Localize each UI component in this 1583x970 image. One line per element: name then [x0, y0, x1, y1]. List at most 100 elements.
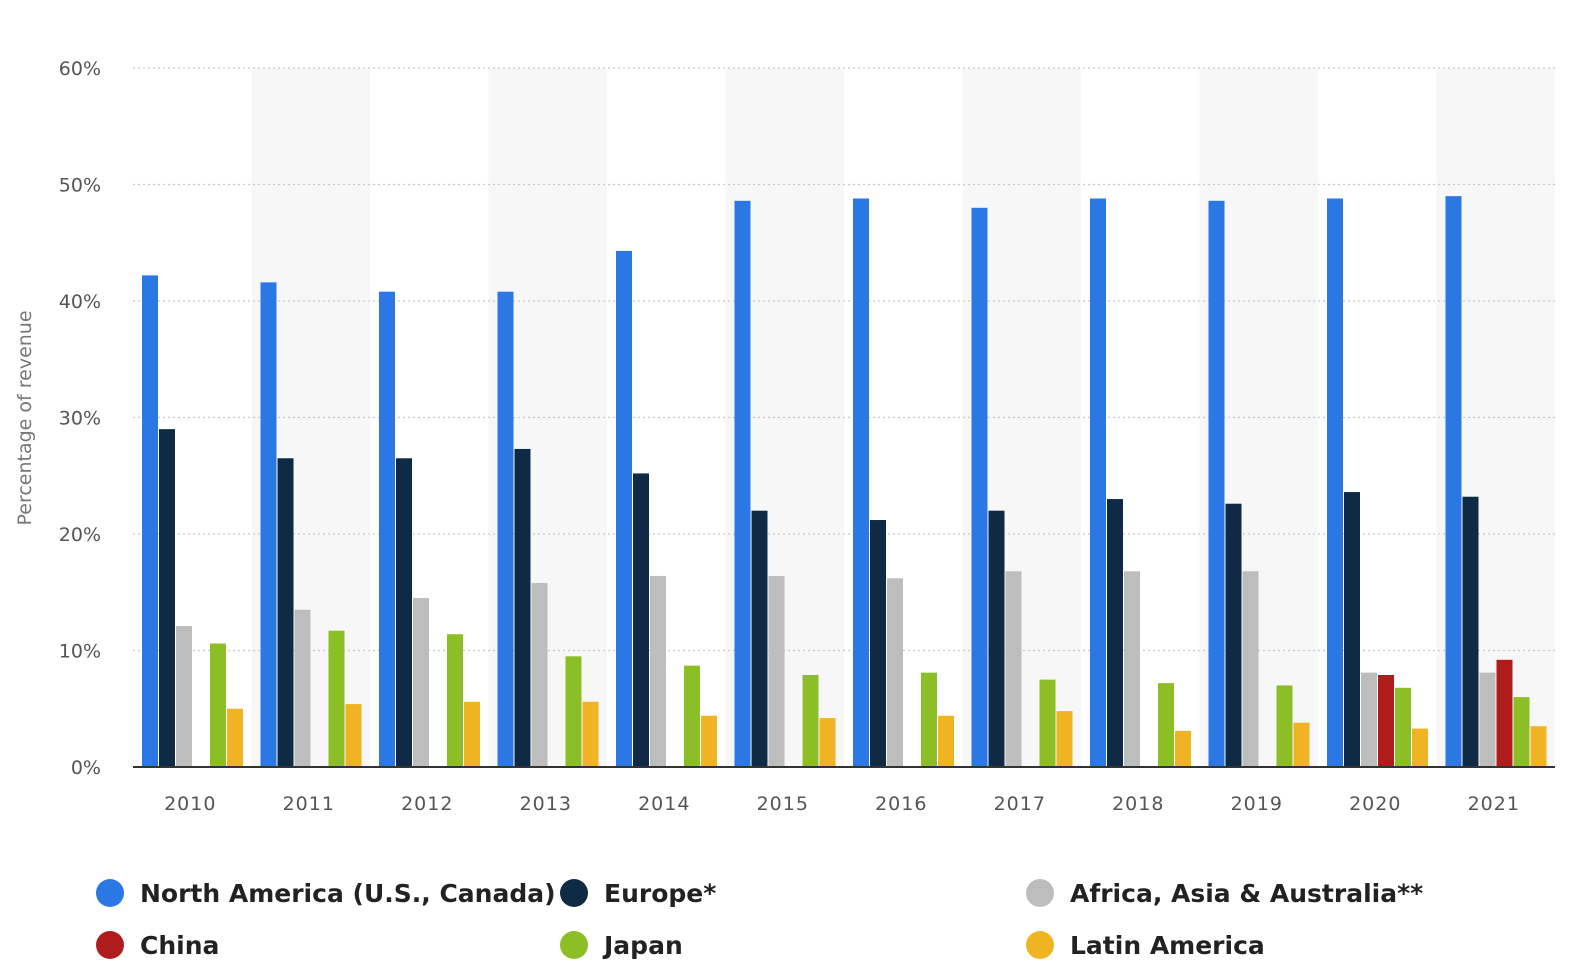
bar	[1242, 571, 1259, 767]
bar	[734, 200, 751, 767]
x-tick-label: 2015	[757, 793, 809, 815]
bar	[1107, 499, 1123, 767]
bar	[1175, 730, 1191, 767]
bar	[1225, 503, 1242, 767]
x-tick-label: 2021	[1468, 793, 1520, 815]
y-axis-title: Percentage of revenue	[14, 310, 36, 525]
y-axis-ticks: 0% 10% 20% 30% 40% 50% 60%	[59, 58, 101, 779]
bar	[227, 708, 243, 767]
legend-label: Africa, Asia & Australia**	[1070, 878, 1424, 908]
bar	[853, 198, 869, 768]
grid-lines	[133, 67, 1555, 652]
bar-chart: 0%10%20%30%40%50%60% 2010 2011 2012 2013 201…	[14, 58, 1555, 815]
y-tick-label: 30%	[59, 408, 101, 430]
legend-swatch	[1026, 931, 1054, 959]
bar	[751, 510, 768, 767]
bar	[1513, 697, 1530, 767]
y-tick-label: 50%	[59, 175, 101, 197]
bar	[650, 575, 666, 767]
x-tick-label: 2011	[283, 793, 335, 815]
bar	[514, 448, 531, 767]
legend-swatch	[560, 931, 588, 959]
legend-item[interactable]: Latin America	[1026, 928, 1265, 962]
legend-item[interactable]: North America (U.S., Canada)	[96, 876, 556, 910]
bar	[1056, 711, 1073, 767]
bar	[565, 656, 582, 767]
legend-item[interactable]: Europe*	[560, 876, 716, 910]
bar	[1124, 571, 1140, 767]
bar	[1005, 571, 1022, 767]
legend-label: Europe*	[604, 878, 717, 908]
legend-label: China	[140, 930, 220, 960]
bar	[142, 275, 158, 767]
bar	[1530, 726, 1547, 767]
bar	[396, 458, 412, 767]
legend-swatch	[96, 931, 124, 959]
y-tick-label: 20%	[59, 524, 101, 546]
legend-label: North America (U.S., Canada)	[140, 878, 556, 908]
bar	[1208, 200, 1225, 767]
x-tick-label: 2017	[994, 793, 1046, 815]
bar	[464, 701, 480, 767]
bar	[971, 207, 988, 768]
bar	[1293, 722, 1310, 767]
legend-label: Latin America	[1070, 930, 1265, 960]
bar	[379, 291, 395, 767]
bar	[616, 250, 632, 767]
bar	[1462, 496, 1479, 767]
bar	[277, 458, 294, 767]
bar	[921, 672, 937, 767]
x-tick-label: 2014	[638, 793, 690, 815]
bar	[582, 701, 599, 767]
bar	[1361, 672, 1377, 767]
legend-item[interactable]: China	[96, 928, 219, 962]
x-tick-label: 2020	[1349, 793, 1401, 815]
bar	[328, 630, 345, 767]
x-axis-ticks: 2010 2011 2012 2013 2014 2015 2016 2017 2018 2019…	[164, 793, 1520, 815]
bar	[701, 715, 717, 767]
bar	[497, 291, 514, 767]
bar	[1445, 196, 1462, 767]
y-tick-label: 10%	[59, 641, 101, 663]
bar	[870, 520, 886, 767]
legend-item[interactable]: Africa, Asia & Australia**	[1026, 876, 1423, 910]
bars	[142, 196, 1547, 768]
x-tick-label: 2013	[520, 793, 572, 815]
bar	[1158, 683, 1174, 767]
legend-swatch	[560, 879, 588, 907]
bar	[1496, 659, 1513, 767]
bar	[159, 429, 175, 767]
legend-item[interactable]: Japan	[560, 928, 683, 962]
bar	[294, 609, 311, 767]
bar	[1412, 728, 1428, 767]
bar	[819, 718, 836, 767]
bar	[1327, 198, 1343, 768]
legend-swatch	[1026, 879, 1054, 907]
legend-swatch	[96, 879, 124, 907]
x-tick-label: 2010	[164, 793, 216, 815]
legend-label: Japan	[604, 930, 683, 960]
x-tick-label: 2016	[875, 793, 927, 815]
bar	[413, 598, 429, 767]
y-tick-label: 0%	[71, 757, 101, 779]
bar	[1344, 492, 1360, 767]
x-tick-label: 2019	[1231, 793, 1283, 815]
bar	[684, 665, 700, 767]
bar	[210, 643, 226, 767]
bar	[260, 282, 277, 767]
bar	[938, 715, 954, 767]
bar	[447, 634, 463, 767]
bar	[1090, 198, 1106, 768]
bar	[345, 704, 362, 767]
bar	[768, 575, 785, 767]
x-tick-label: 2012	[401, 793, 453, 815]
bar	[1395, 687, 1411, 767]
bar	[531, 582, 548, 767]
x-tick-label: 2018	[1112, 793, 1164, 815]
bar	[887, 578, 903, 767]
bar	[1276, 685, 1293, 767]
y-tick-label: 60%	[59, 58, 101, 80]
bar	[633, 473, 649, 767]
y-tick-label: 40%	[59, 291, 101, 313]
